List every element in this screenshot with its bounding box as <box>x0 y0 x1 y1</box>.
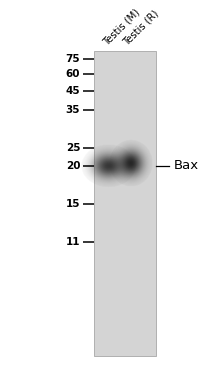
Text: 25: 25 <box>66 143 80 153</box>
Text: 75: 75 <box>66 54 80 64</box>
Text: Testis (M): Testis (M) <box>101 7 141 48</box>
Text: 15: 15 <box>66 199 80 209</box>
Text: 35: 35 <box>66 105 80 115</box>
Text: 45: 45 <box>66 86 80 96</box>
Text: Bax: Bax <box>174 159 199 172</box>
Text: Testis (R): Testis (R) <box>121 8 160 48</box>
Text: 60: 60 <box>66 69 80 79</box>
Text: 11: 11 <box>66 237 80 247</box>
Bar <box>94 51 156 356</box>
Text: 20: 20 <box>66 161 80 171</box>
